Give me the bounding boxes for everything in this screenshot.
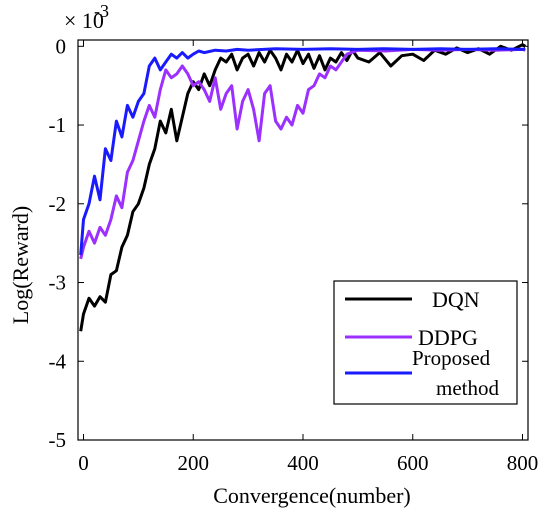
series-layer	[79, 43, 527, 332]
y-tick-label: 0	[56, 34, 67, 58]
y-tick-label: -4	[49, 349, 67, 373]
y-multiplier: × 10	[64, 8, 104, 33]
x-tick-label: 400	[287, 451, 319, 475]
legend: DQN DDPG Proposed method	[333, 280, 518, 405]
y-tick-label: -5	[49, 428, 67, 452]
legend-label-dqn: DQN	[432, 287, 480, 312]
legend-label-proposed-line2: method	[436, 376, 499, 400]
y-tick-label: -1	[49, 113, 67, 137]
x-tick-label: 600	[397, 451, 429, 475]
x-tick-label: 0	[78, 451, 89, 475]
x-axis-title: Convergence(number)	[213, 483, 411, 508]
y-multiplier-exponent: -3	[94, 1, 109, 21]
y-tick-label: -2	[49, 192, 67, 216]
x-tick-label: 800	[507, 451, 539, 475]
x-tick-label: 200	[177, 451, 209, 475]
series-line-dqn	[79, 43, 527, 332]
legend-label-proposed-line1: Proposed	[412, 346, 491, 370]
series-line-ddpg	[79, 47, 526, 260]
legend-label-proposed: Proposed method	[412, 346, 499, 400]
legend-label-ddpg: DDPG	[418, 325, 478, 350]
series-line-proposed-method	[79, 47, 526, 256]
y-tick-label: -3	[49, 271, 67, 295]
x-axis: 0 200 400 600 800	[78, 40, 538, 475]
legend-box	[333, 280, 518, 405]
y-axis-title: Log(Reward)	[8, 206, 33, 325]
y-axis: 0 -1 -2 -3 -4 -5	[49, 34, 528, 452]
